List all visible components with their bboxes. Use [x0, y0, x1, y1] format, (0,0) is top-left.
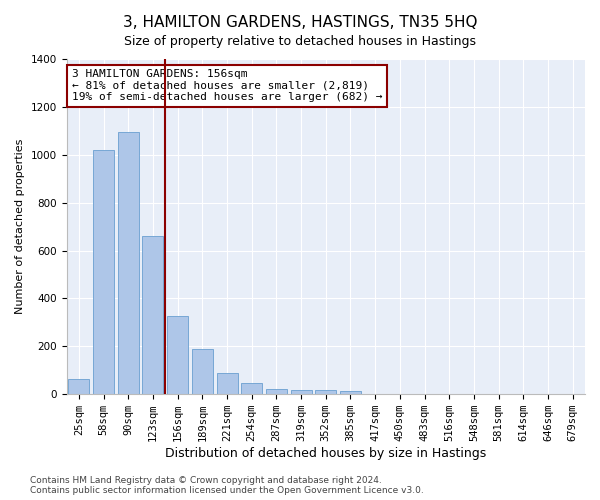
Text: Size of property relative to detached houses in Hastings: Size of property relative to detached ho… [124, 35, 476, 48]
Bar [167, 316, 188, 394]
Bar [68, 378, 89, 394]
X-axis label: Distribution of detached houses by size in Hastings: Distribution of detached houses by size … [165, 447, 487, 460]
Bar [266, 389, 287, 394]
Text: Contains HM Land Registry data © Crown copyright and database right 2024.
Contai: Contains HM Land Registry data © Crown c… [30, 476, 424, 495]
Text: 3, HAMILTON GARDENS, HASTINGS, TN35 5HQ: 3, HAMILTON GARDENS, HASTINGS, TN35 5HQ [123, 15, 477, 30]
Bar [315, 390, 336, 394]
Bar [340, 391, 361, 394]
Bar [192, 348, 213, 394]
Bar [118, 132, 139, 394]
Bar [142, 236, 163, 394]
Bar [93, 150, 114, 394]
Bar [217, 373, 238, 394]
Bar [241, 382, 262, 394]
Text: 3 HAMILTON GARDENS: 156sqm
← 81% of detached houses are smaller (2,819)
19% of s: 3 HAMILTON GARDENS: 156sqm ← 81% of deta… [72, 69, 382, 102]
Bar [290, 390, 311, 394]
Y-axis label: Number of detached properties: Number of detached properties [15, 139, 25, 314]
